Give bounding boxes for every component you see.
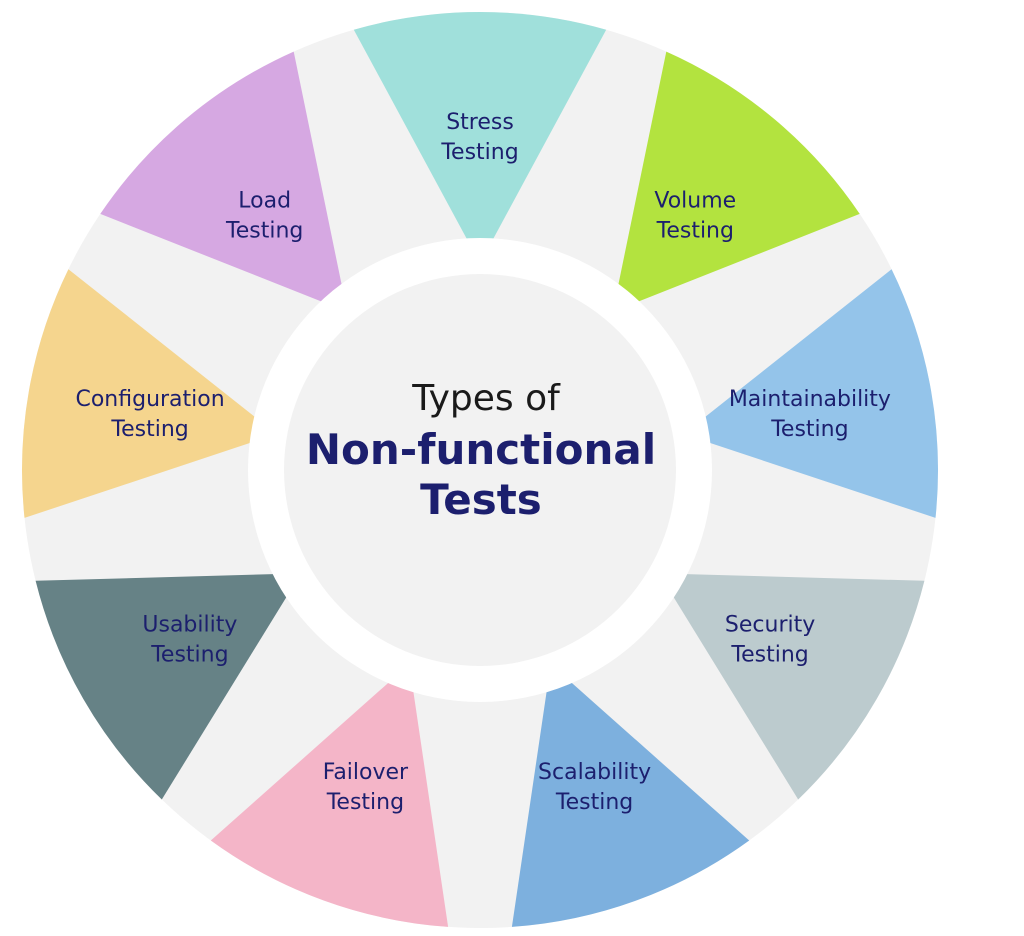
- labels-layer: Stress Testing Volume Testing Maintainabilit…: [75, 110, 890, 815]
- center-title-line2: Non-functional: [306, 425, 656, 474]
- segment-label-configuration-line2: Testing: [110, 417, 188, 442]
- segment-scalability: [511, 670, 750, 927]
- center-title-line3: Tests: [420, 475, 542, 524]
- segment-label-security-line1: Security: [725, 613, 815, 638]
- segment-label-volume-line1: Volume: [654, 188, 736, 213]
- segment-label-configuration-line1: Configuration: [75, 387, 224, 412]
- segment-label-scalability-line2: Testing: [555, 790, 633, 815]
- segment-label-failover-line1: Failover: [323, 760, 409, 785]
- segment-label-stress-line1: Stress: [446, 110, 514, 135]
- center-circle: [284, 274, 676, 666]
- segment-label-maintainability-line1: Maintainability: [729, 387, 891, 412]
- segment-label-usability-line1: Usability: [142, 613, 237, 638]
- segment-load: [100, 51, 346, 309]
- segment-label-load-line2: Testing: [225, 218, 303, 243]
- segment-label-usability-line2: Testing: [150, 643, 228, 668]
- segment-label-load-line1: Load: [238, 188, 291, 213]
- segment-label-volume-line2: Testing: [656, 218, 734, 243]
- segment-stress: [353, 11, 607, 256]
- segment-label-failover-line2: Testing: [326, 790, 404, 815]
- segment-usability: [35, 573, 297, 800]
- segment-failover: [210, 670, 449, 927]
- segment-label-maintainability-line2: Testing: [770, 417, 848, 442]
- segment-label-stress-line2: Testing: [440, 140, 518, 165]
- segment-label-security-line2: Testing: [730, 643, 808, 668]
- segment-configuration: [21, 269, 270, 518]
- segment-label-scalability-line1: Scalability: [538, 760, 651, 785]
- segment-volume: [614, 51, 860, 309]
- center-title-line1: Types of: [411, 378, 561, 419]
- segments-layer: [21, 11, 939, 927]
- segment-security: [663, 573, 925, 800]
- segment-maintainability: [690, 269, 939, 518]
